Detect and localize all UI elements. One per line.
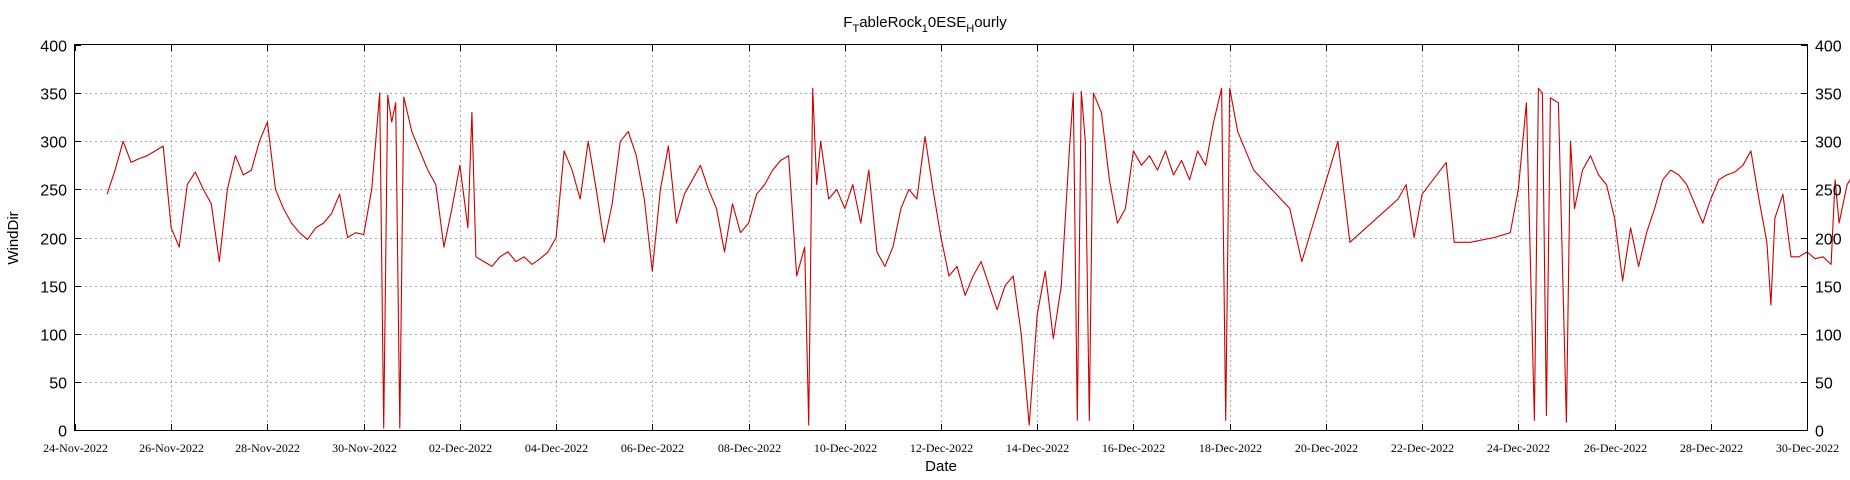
y-tick-label: 100	[40, 328, 67, 345]
axis-ticks: 0 0 50 50 100 100 150 150 200 200 250 250 300 300 350 3…	[40, 39, 1842, 456]
y-tick-label: 150	[40, 280, 67, 297]
x-tick-label: 06-Dec-2022	[621, 441, 684, 455]
x-tick-label: 24-Dec-2022	[1487, 441, 1550, 455]
x-axis-label: Date	[925, 458, 957, 475]
y-tick-label-right: 400	[1815, 39, 1842, 56]
x-tick-label: 02-Dec-2022	[429, 441, 492, 455]
x-tick-label: 16-Dec-2022	[1102, 441, 1165, 455]
y-tick-label-right: 100	[1815, 328, 1842, 345]
series-layer	[106, 87, 1850, 429]
y-tick-label: 200	[40, 232, 67, 249]
y-tick-label: 50	[49, 376, 67, 393]
x-tick-label: 20-Dec-2022	[1295, 441, 1358, 455]
x-tick-label: 24-Nov-2022	[43, 441, 108, 455]
x-tick-label: 10-Dec-2022	[814, 441, 877, 455]
y-tick-label: 0	[58, 424, 67, 441]
x-tick-label: 26-Nov-2022	[139, 441, 204, 455]
y-tick-label: 350	[40, 87, 67, 104]
x-tick-label: 22-Dec-2022	[1391, 441, 1454, 455]
x-tick-label: 14-Dec-2022	[1006, 441, 1069, 455]
y-tick-label-right: 0	[1815, 424, 1824, 441]
y-axis-label: WindDir	[5, 211, 22, 264]
y-tick-label-right: 150	[1815, 280, 1842, 297]
x-tick-label: 30-Nov-2022	[332, 441, 397, 455]
x-tick-label: 04-Dec-2022	[525, 441, 588, 455]
y-tick-label-right: 50	[1815, 376, 1833, 393]
y-tick-label: 400	[40, 39, 67, 56]
x-tick-label: 28-Dec-2022	[1680, 441, 1743, 455]
y-tick-label: 300	[40, 135, 67, 152]
x-tick-label: 28-Nov-2022	[235, 441, 300, 455]
x-tick-label: 18-Dec-2022	[1199, 441, 1262, 455]
x-tick-label: 12-Dec-2022	[910, 441, 973, 455]
x-tick-label: 08-Dec-2022	[718, 441, 781, 455]
x-tick-label: 26-Dec-2022	[1584, 441, 1647, 455]
y-tick-label: 250	[40, 183, 67, 200]
x-tick-label: 30-Dec-2022	[1776, 441, 1839, 455]
chart-title: FTableRock10ESEHourly	[843, 14, 1007, 35]
plot-frame	[74, 44, 1808, 431]
y-tick-label-right: 300	[1815, 135, 1842, 152]
y-tick-label-right: 200	[1815, 232, 1842, 249]
wind-direction-series-line	[106, 87, 1850, 429]
y-tick-label-right: 250	[1815, 183, 1842, 200]
y-tick-label-right: 350	[1815, 87, 1842, 104]
